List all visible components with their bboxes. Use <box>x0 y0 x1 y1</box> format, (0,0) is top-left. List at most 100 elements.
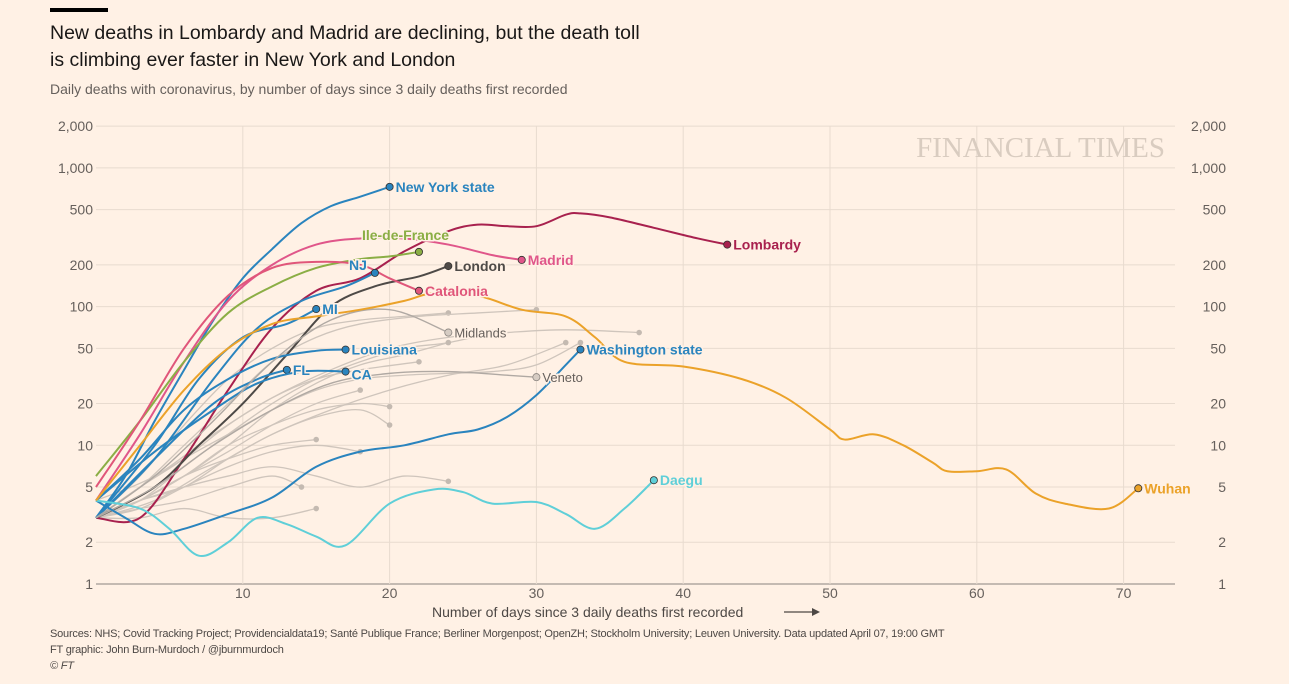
y-tick-label-left: 200 <box>70 257 94 273</box>
series-label-ile-de-france: Ile-de-France <box>362 227 449 243</box>
y-tick-label-right: 2,000 <box>1191 118 1226 134</box>
y-tick-label-right: 50 <box>1210 340 1226 356</box>
series-label-fl: FL <box>293 362 311 378</box>
background-series-line <box>95 342 581 519</box>
series-line-ile-de-france <box>95 250 420 477</box>
background-series-line <box>95 507 317 520</box>
x-axis-labels: 10 20 30 40 50 60 70 <box>235 585 1132 601</box>
y-tick-label-left: 1 <box>85 576 93 592</box>
x-tick-label: 40 <box>675 585 691 601</box>
series-end-dot-mi <box>312 305 321 314</box>
series-line-ca <box>95 369 346 502</box>
series-label-midlands: Midlands <box>454 326 507 341</box>
y-tick-label-left: 50 <box>77 340 93 356</box>
title-line-1: New deaths in Lombardy and Madrid are de… <box>50 22 640 44</box>
y-tick-label-right: 500 <box>1203 202 1227 218</box>
series-end-dot-louisiana <box>341 345 350 354</box>
y-tick-label-right: 1,000 <box>1191 160 1226 176</box>
background-series-end-dot <box>298 484 305 490</box>
series-end-dot-catalonia <box>414 286 423 295</box>
y-tick-label-right: 20 <box>1210 396 1226 412</box>
background-series-end-dot <box>386 422 393 428</box>
series-line-fl <box>95 368 288 519</box>
ft-top-bar <box>50 8 108 12</box>
background-series-end-dot <box>357 387 364 393</box>
x-axis-title: Number of days since 3 daily deaths firs… <box>432 604 820 620</box>
y-tick-label-right: 10 <box>1210 437 1226 453</box>
series-end-dot-ile-de-france <box>414 247 423 256</box>
series-label-ca: CA <box>352 367 372 383</box>
series-line-catalonia <box>95 260 420 488</box>
background-series-end-dot <box>489 329 496 336</box>
x-axis-arrow-icon <box>812 608 820 616</box>
y-axis-labels: 1 1 2 2 5 5 10 10 20 20 50 50 100 100 200 200 500 500 1,00… <box>58 118 1226 592</box>
chart-subtitle: Daily deaths with coronavirus, by number… <box>50 81 568 97</box>
x-tick-label: 10 <box>235 585 251 601</box>
series-end-dot-daegu <box>649 476 658 485</box>
grid <box>96 125 1175 585</box>
series-line-veneto <box>95 370 537 519</box>
series-label-louisiana: Louisiana <box>352 342 418 358</box>
y-tick-label-right: 5 <box>1218 479 1226 495</box>
series-label-catalonia: Catalonia <box>425 283 488 299</box>
background-series-line <box>95 331 493 519</box>
y-tick-label-left: 2 <box>85 534 93 550</box>
background-series-end-dot <box>636 329 642 336</box>
series-line-washington-state <box>95 348 582 536</box>
background-series-end-dot <box>313 436 320 443</box>
series-label-veneto: Veneto <box>542 370 583 385</box>
series-line-midlands <box>95 308 449 519</box>
series-line-daegu <box>95 479 655 558</box>
y-tick-label-left: 1,000 <box>58 160 93 176</box>
x-tick-label: 60 <box>969 585 985 601</box>
y-tick-label-right: 1 <box>1218 576 1226 592</box>
x-tick-label: 30 <box>529 585 545 601</box>
title-line-2: is climbing ever faster in New York and … <box>50 49 456 71</box>
series-line-wuhan <box>95 291 1139 511</box>
background-series-end-dot <box>313 505 320 512</box>
series-line-lombardy <box>95 212 728 524</box>
series-label-london: London <box>454 258 505 274</box>
y-tick-label-right: 2 <box>1218 534 1226 550</box>
background-series-line <box>95 466 449 519</box>
series-label-new-york-state: New York state <box>396 179 495 195</box>
series-end-dot-london <box>444 262 453 271</box>
series-end-dot-ca <box>341 367 350 376</box>
background-series-end-dot <box>445 339 452 346</box>
series-label-mi: MI <box>322 301 338 317</box>
series-end-dot-new-york-state <box>385 182 394 191</box>
series-label-daegu: Daegu <box>660 472 703 488</box>
x-tick-label: 70 <box>1116 585 1132 601</box>
series-lines <box>95 182 1143 558</box>
background-series-end-dot <box>416 358 422 365</box>
series-label-washington-state: Washington state <box>586 342 702 358</box>
y-tick-label-left: 20 <box>77 396 93 412</box>
series-end-dot-fl <box>282 365 291 374</box>
series-label-nj: NJ <box>349 257 367 273</box>
series-end-dot-washington-state <box>576 345 585 354</box>
series-line-louisiana <box>95 348 346 502</box>
series-label-madrid: Madrid <box>528 252 574 268</box>
series-label-wuhan: Wuhan <box>1144 480 1190 496</box>
series-end-dot-veneto <box>532 373 541 382</box>
y-tick-label-left: 2,000 <box>58 118 93 134</box>
footer-sources: Sources: NHS; Covid Tracking Project; Pr… <box>50 628 945 640</box>
series-end-dot-midlands <box>444 328 453 337</box>
y-tick-label-right: 200 <box>1203 257 1227 273</box>
series-labels: New York state Lombardy Madrid Ile-de-Franc… <box>291 177 1192 497</box>
background-series-end-dot <box>445 478 452 485</box>
footer-credit: FT graphic: John Burn-Murdoch / @jburnmu… <box>50 644 284 656</box>
series-end-dot-wuhan <box>1134 484 1143 493</box>
background-series-end-dot <box>577 339 584 346</box>
y-tick-label-left: 100 <box>70 299 94 315</box>
y-tick-label-left: 5 <box>85 479 93 495</box>
background-series-line <box>95 475 302 519</box>
y-tick-label-left: 10 <box>77 437 93 453</box>
x-tick-label: 20 <box>382 585 398 601</box>
x-tick-label: 50 <box>822 585 838 601</box>
background-series-line <box>95 329 640 502</box>
series-label-lombardy: Lombardy <box>733 237 801 253</box>
watermark: FINANCIAL TIMES <box>916 132 1165 164</box>
series-end-dot-madrid <box>517 255 526 264</box>
